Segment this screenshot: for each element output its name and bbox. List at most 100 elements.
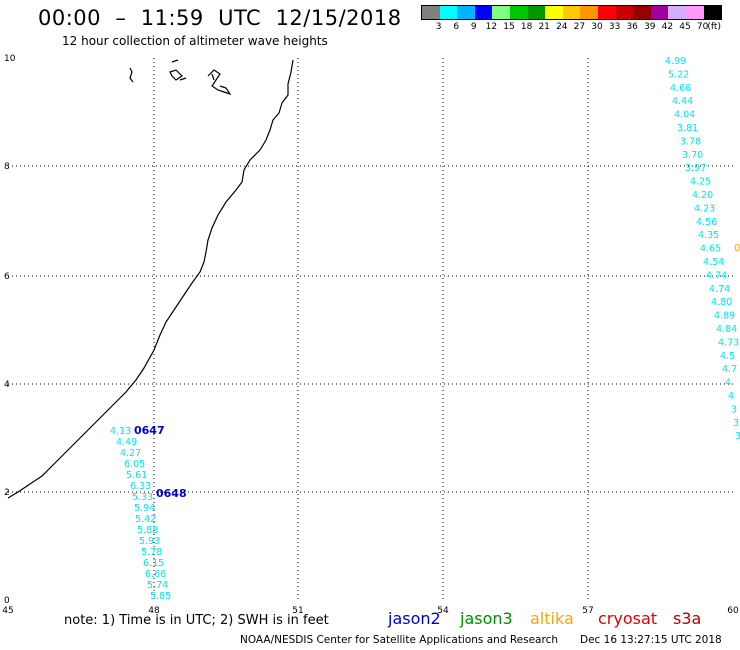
wave-height-value: 3 (735, 431, 740, 442)
island-outline (129, 67, 134, 83)
legend-swatch (509, 6, 528, 19)
legend-tick: (ft) (707, 22, 721, 32)
legend-tick: 30 (591, 22, 603, 32)
legend-tick: 27 (573, 22, 586, 32)
color-scale-swatches (421, 5, 723, 20)
wave-height-value: 4.89 (714, 311, 735, 322)
wave-height-value: 5.93 (139, 536, 160, 547)
footer-timestamp: Dec 16 13:27:15 UTC 2018 (580, 634, 722, 646)
wave-height-value: 4.25 (690, 177, 711, 188)
wave-height-value: 4.66 (670, 83, 691, 94)
satellite-altika: altika (530, 609, 574, 628)
satellite-jason2: jason2 (388, 609, 441, 628)
wave-height-value: 5.33 (132, 492, 153, 503)
wave-height-value: 5.61 (126, 470, 147, 481)
wave-height-value: 6.05 (124, 459, 145, 470)
legend-swatch (474, 6, 493, 19)
wave-height-value: 6.66 (145, 569, 166, 580)
legend-tick: 3 (435, 22, 442, 32)
wave-height-value: 3.70 (682, 150, 703, 161)
wave-height-value: 3.78 (680, 136, 701, 147)
wave-height-value: 4.04 (674, 110, 695, 121)
wave-height-value: 4 (725, 378, 731, 389)
legend-swatch (527, 6, 546, 19)
satellite-cryosat: cryosat (598, 609, 658, 628)
legend-swatch (580, 6, 598, 19)
island-outline (169, 59, 187, 81)
x-axis-label: 51 (292, 606, 303, 616)
legend-swatch (492, 6, 510, 19)
island-outline (207, 69, 232, 96)
pass-time-label: 0647 (134, 424, 165, 437)
legend-tick: 6 (453, 22, 460, 32)
wave-height-value: 5.78 (141, 547, 162, 558)
wave-height-value: 3.81 (677, 123, 698, 134)
color-scale-legend: 3 6 9 12 15 18 21 24 27 30 33 36 39 42 45 70 (ft) (421, 5, 723, 34)
wave-height-value: 4.5 (720, 351, 735, 362)
wave-height-value: 5.74 (147, 580, 168, 591)
legend-tick: 12 (485, 22, 498, 32)
y-axis-label: 8 (4, 162, 10, 172)
wave-height-value: 5.22 (668, 69, 689, 80)
wave-height-value: 4.54 (703, 257, 724, 268)
legend-tick: 70 (696, 22, 709, 32)
wave-height-value: 5.42 (135, 514, 156, 525)
wave-height-value: 4.44 (672, 96, 693, 107)
y-axis-label: 4 (4, 380, 10, 390)
satellite-s3a: s3a (673, 609, 702, 628)
legend-tick: 24 (556, 22, 568, 32)
pass-time-label: 0648 (156, 487, 187, 500)
legend-swatch (439, 6, 458, 19)
x-axis-label: 57 (582, 606, 593, 616)
wave-height-value: 4.56 (696, 217, 717, 228)
wave-height-value: 5.85 (150, 591, 171, 602)
map-title: 00:00 – 11:59 UTC 12/15/2018 (38, 6, 402, 30)
wave-height-value: 4.20 (692, 190, 713, 201)
y-axis-label: 6 (4, 272, 10, 282)
footer-note: note: 1) Time is in UTC; 2) SWH is in fe… (64, 613, 329, 628)
legend-swatch (685, 6, 704, 19)
legend-tick: 15 (503, 22, 515, 32)
wave-height-value: 3 (733, 418, 739, 429)
wave-height-value: 6.33 (130, 481, 151, 492)
legend-tick: 18 (520, 22, 533, 32)
wave-height-value: 4.74 (709, 284, 730, 295)
legend-swatch (633, 6, 651, 19)
wave-height-value: 3.97 (685, 163, 706, 174)
legend-swatch (562, 6, 581, 19)
x-axis-label: 45 (2, 606, 13, 616)
legend-tick: 36 (626, 22, 638, 32)
wave-height-value: 4.65 (700, 244, 721, 255)
legend-tick: 33 (608, 22, 621, 32)
legend-swatch (703, 6, 722, 19)
wave-height-value: 4.84 (716, 324, 737, 335)
legend-swatch (422, 6, 440, 19)
wave-height-value: 4.49 (116, 437, 137, 448)
legend-swatch (457, 6, 475, 19)
map-frame (8, 58, 733, 600)
wave-height-value: 4 (728, 391, 734, 402)
wave-height-value: 5.88 (137, 525, 158, 536)
x-axis-label: 48 (148, 606, 160, 616)
y-axis-label: 0 (4, 596, 10, 606)
legend-tick: 45 (679, 22, 691, 32)
wave-height-value: 4.73 (718, 337, 739, 348)
altika-edge-value: 0 (734, 243, 740, 254)
legend-tick: 21 (538, 22, 550, 32)
wave-height-value: 4.13 (110, 426, 131, 437)
legend-tick: 39 (644, 22, 656, 32)
wave-height-value: 5.94 (134, 503, 155, 514)
legend-swatch (668, 6, 686, 19)
legend-swatch (545, 6, 563, 19)
legend-tick: 42 (661, 22, 674, 32)
satellite-jason3: jason3 (460, 609, 513, 628)
color-scale-ticks: 3 6 9 12 15 18 21 24 27 30 33 36 39 42 45 70 (ft) (421, 20, 722, 34)
wave-height-value: 4.7 (722, 364, 737, 375)
footer-credit: NOAA/NESDIS Center for Satellite Applica… (240, 634, 558, 646)
legend-swatch (650, 6, 669, 19)
wave-height-value: 4.80 (711, 297, 732, 308)
legend-swatch (597, 6, 616, 19)
wave-height-value: 4.27 (120, 448, 141, 459)
wave-height-value: 4.99 (665, 56, 686, 67)
